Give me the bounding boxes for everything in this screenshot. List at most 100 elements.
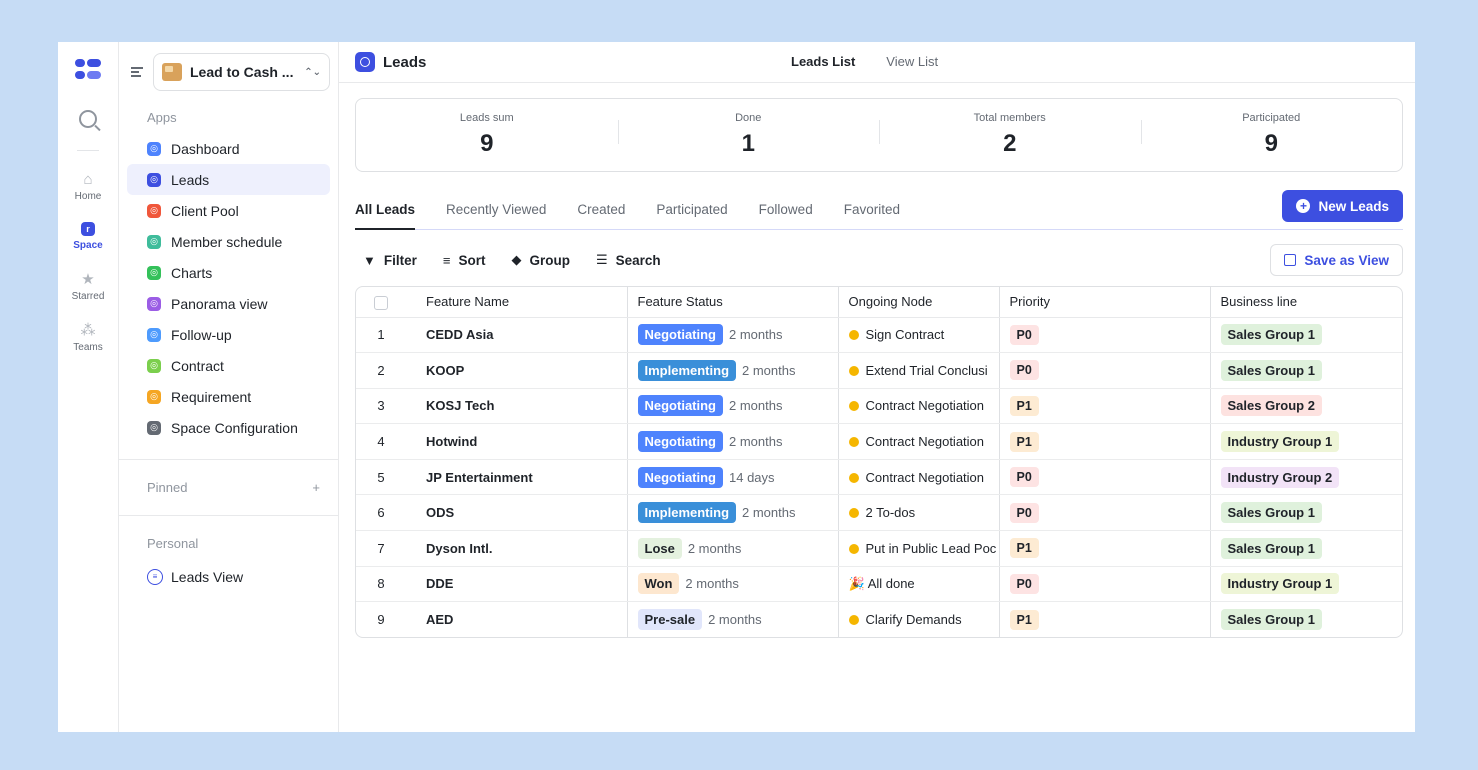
ongoing-node-cell[interactable]: 2 To-dos [837, 494, 999, 532]
feature-name[interactable]: JP Entertainment [416, 459, 627, 496]
priority-cell[interactable]: P1 [998, 530, 1210, 567]
feature-status-cell[interactable]: Implementing 2 months [626, 494, 838, 532]
sidebar-item-requirement[interactable]: ◎ Requirement [127, 381, 330, 412]
table-row[interactable]: 2 KOOP Implementing 2 months Extend Trial Co… [356, 352, 1402, 389]
sidebar-item-leads[interactable]: ◎ Leads [127, 164, 330, 195]
ongoing-node-cell[interactable]: Put in Public Lead Poc [837, 530, 999, 567]
new-leads-button[interactable]: + New Leads [1282, 190, 1403, 222]
rail-item-space[interactable]: r Space [73, 222, 103, 251]
sidebar-item-space-configuration[interactable]: ◎ Space Configuration [127, 412, 330, 443]
sidebar-item-panorama-view[interactable]: ◎ Panorama view [127, 288, 330, 319]
stat-label: Participated [1242, 112, 1301, 124]
priority-cell[interactable]: P0 [998, 352, 1210, 389]
priority-cell[interactable]: P1 [998, 388, 1210, 425]
business-line-cell[interactable]: Sales Group 2 [1209, 388, 1402, 425]
nav-rail: ⌂ Home r Space ★ Starred ⁂ Teams [58, 42, 119, 732]
add-pinned-button[interactable]: + [312, 480, 320, 495]
search-button[interactable]: ☰ Search [596, 252, 661, 268]
feature-status-cell[interactable]: Lose 2 months [626, 530, 838, 567]
select-all-checkbox-cell[interactable] [356, 287, 416, 318]
rail-item-starred[interactable]: ★ Starred [72, 271, 105, 302]
table-row[interactable]: 5 JP Entertainment Negotiating 14 days Contr… [356, 459, 1402, 496]
rail-item-home[interactable]: ⌂ Home [75, 171, 102, 203]
app-logo[interactable] [75, 58, 101, 80]
business-line-cell[interactable]: Sales Group 1 [1209, 601, 1402, 638]
business-line-cell[interactable]: Industry Group 1 [1209, 423, 1402, 460]
tab-view-list[interactable]: View List [886, 54, 939, 69]
feature-name[interactable]: KOOP [416, 352, 627, 389]
stat-value: 9 [480, 130, 494, 157]
business-line-badge: Sales Group 1 [1220, 609, 1322, 631]
rail-item-teams[interactable]: ⁂ Teams [73, 322, 102, 353]
ongoing-node-cell[interactable]: Contract Negotiation [837, 388, 999, 425]
collapse-sidebar-icon[interactable] [131, 66, 145, 78]
ongoing-node-cell[interactable]: Sign Contract [837, 317, 999, 354]
tab-all-leads[interactable]: All Leads [355, 190, 416, 230]
sidebar-item-charts[interactable]: ◎ Charts [127, 257, 330, 288]
group-button[interactable]: ◆ Group [511, 252, 570, 268]
column-header[interactable]: Business line [1209, 287, 1402, 318]
feature-status-cell[interactable]: Negotiating 14 days [626, 459, 838, 496]
column-header[interactable]: Ongoing Node [837, 287, 999, 318]
feature-status-cell[interactable]: Implementing 2 months [626, 352, 838, 389]
table-row[interactable]: 6 ODS Implementing 2 months 2 To-dos P0 Sales … [356, 494, 1402, 532]
ongoing-node-cell[interactable]: Extend Trial Conclusi [837, 352, 999, 389]
table-row[interactable]: 7 Dyson Intl. Lose 2 months Put in Public Le… [356, 530, 1402, 567]
tab-leads-list[interactable]: Leads List [791, 54, 856, 69]
ongoing-node-cell[interactable]: Contract Negotiation [837, 459, 999, 496]
feature-name[interactable]: AED [426, 612, 454, 628]
business-line-cell[interactable]: Sales Group 1 [1209, 317, 1402, 354]
feature-name[interactable]: Hotwind [416, 423, 627, 460]
search-icon[interactable] [79, 110, 97, 128]
priority-cell[interactable]: P0 [998, 566, 1210, 603]
business-line-cell[interactable]: Sales Group 1 [1209, 494, 1402, 532]
feature-status-cell[interactable]: Negotiating 2 months [626, 423, 838, 460]
table-row[interactable]: 4 Hotwind Negotiating 2 months Contract Nego… [356, 423, 1402, 460]
sidebar-item-member-schedule[interactable]: ◎ Member schedule [127, 226, 330, 257]
feature-status-cell[interactable]: Negotiating 2 months [626, 317, 838, 354]
priority-cell[interactable]: P0 [998, 459, 1210, 496]
feature-name[interactable]: Dyson Intl. [416, 530, 627, 567]
filter-button[interactable]: ▼ Filter [363, 253, 417, 268]
table-row[interactable]: 1 CEDD Asia Negotiating 2 months Sign Contra… [356, 317, 1402, 354]
ongoing-node-cell[interactable]: Contract Negotiation [837, 423, 999, 460]
save-as-view-button[interactable]: Save as View [1270, 244, 1403, 276]
sidebar-item-leads-view[interactable]: ≡ Leads View [127, 561, 330, 592]
column-header[interactable]: Feature Status [626, 287, 838, 318]
feature-name[interactable]: CEDD Asia [416, 317, 627, 354]
feature-status-cell[interactable]: Won 2 months [626, 566, 838, 603]
business-line-cell[interactable]: Industry Group 2 [1209, 459, 1402, 496]
column-header[interactable]: Priority [998, 287, 1210, 318]
tab-favorited[interactable]: Favorited [843, 202, 900, 217]
tab-participated[interactable]: Participated [656, 202, 728, 217]
priority-cell[interactable]: P1 [998, 601, 1210, 638]
checkbox[interactable] [374, 295, 388, 310]
sidebar-item-contract[interactable]: ◎ Contract [127, 350, 330, 381]
sidebar-item-dashboard[interactable]: ◎ Dashboard [127, 133, 330, 164]
business-line-cell[interactable]: Sales Group 1 [1209, 352, 1402, 389]
business-line-cell[interactable]: Sales Group 1 [1209, 530, 1402, 567]
feature-name[interactable]: KOSJ Tech [416, 388, 627, 425]
priority-cell[interactable]: P0 [998, 317, 1210, 354]
priority-cell[interactable]: P0 [998, 494, 1210, 532]
priority-cell[interactable]: P1 [998, 423, 1210, 460]
sidebar-item-client-pool[interactable]: ◎ Client Pool [127, 195, 330, 226]
business-line-cell[interactable]: Industry Group 1 [1209, 566, 1402, 603]
tab-created[interactable]: Created [577, 202, 626, 217]
table-row[interactable]: 8 DDE Won 2 months 🎉 All done P0 Industry Group… [356, 566, 1402, 603]
tab-recently-viewed[interactable]: Recently Viewed [446, 202, 547, 217]
sidebar-item-follow-up[interactable]: ◎ Follow-up [127, 319, 330, 350]
ongoing-node-cell[interactable]: 🎉 All done [837, 566, 999, 603]
ongoing-node-cell[interactable]: Clarify Demands [837, 601, 999, 638]
table-row[interactable]: 9 AED Pre-sale 2 months Clarify Demands P1 Sal… [356, 601, 1402, 638]
stat-label: Done [735, 112, 762, 124]
sort-button[interactable]: ≡ Sort [443, 253, 486, 268]
workspace-switcher[interactable]: Lead to Cash ... ⌃⌄ [153, 53, 330, 91]
feature-status-cell[interactable]: Pre-sale 2 months [626, 601, 838, 638]
tab-followed[interactable]: Followed [758, 202, 813, 217]
feature-status-cell[interactable]: Negotiating 2 months [626, 388, 838, 425]
feature-name[interactable]: DDE [416, 566, 627, 603]
feature-name[interactable]: ODS [416, 494, 627, 532]
column-header[interactable]: Feature Name [416, 287, 627, 318]
table-row[interactable]: 3 KOSJ Tech Negotiating 2 months Contract Ne… [356, 388, 1402, 425]
